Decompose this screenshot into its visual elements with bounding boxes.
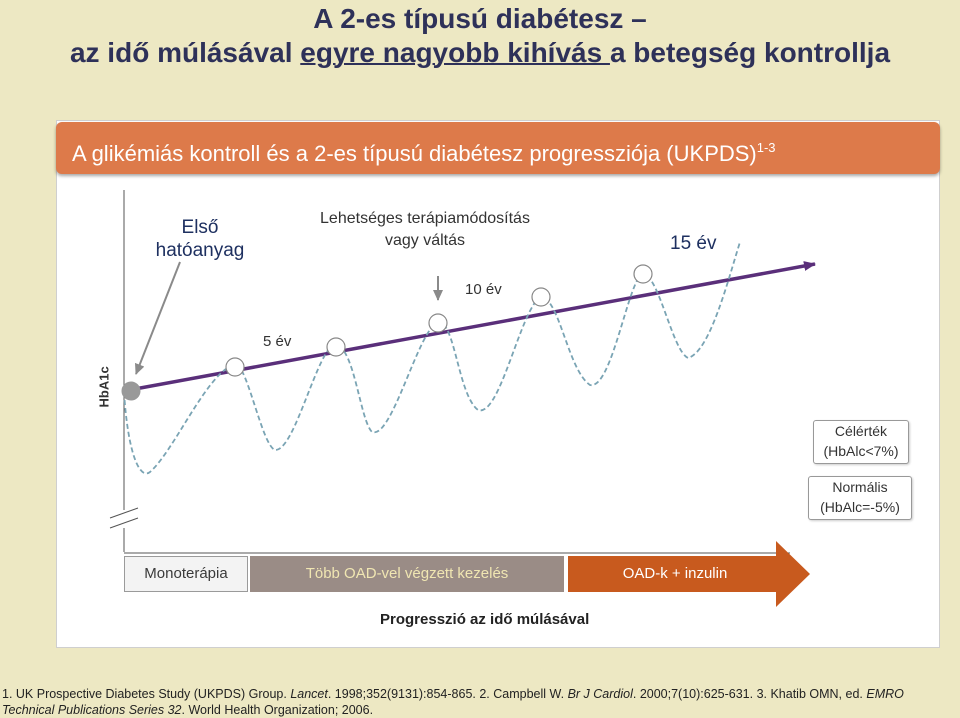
axis-break-mark-2	[109, 517, 139, 529]
first-drug-pointer	[135, 261, 181, 375]
change-marker	[428, 313, 448, 333]
therapy-change-label: Lehetséges terápiamódosítás vagy váltás	[320, 210, 530, 249]
year-15-label: 15 év	[670, 233, 717, 254]
change-marker	[633, 264, 653, 284]
oad-insulin-arrow	[568, 541, 810, 607]
change-marker	[326, 337, 346, 357]
first-drug-marker	[121, 381, 141, 401]
year-5-label: 5 év	[263, 333, 292, 350]
diagram-banner: A glikémiás kontroll és a 2-es típusú di…	[56, 122, 940, 174]
references: 1. UK Prospective Diabetes Study (UKPDS)…	[2, 687, 904, 717]
slide-title-line2: az idő múlásával egyre nagyobb kihívás a…	[69, 37, 891, 68]
first-drug-label: Első hatóanyag	[155, 217, 245, 261]
slide-title-line1: A 2-es típusú diabétesz –	[313, 3, 647, 34]
change-marker	[531, 287, 551, 307]
x-axis-label: Progresszió az idő múlásával	[380, 611, 590, 628]
oad-insulin-label: OAD-k + inzulin	[622, 565, 728, 582]
change-marker	[225, 357, 245, 377]
target-value-box: Célérték (HbAlc<7%)	[813, 420, 909, 464]
monotherapy-segment: Monoterápia	[124, 556, 248, 592]
multi-oad-segment: Több OAD-vel végzett kezelés	[250, 556, 564, 592]
y-axis-label: HbA1c	[96, 366, 112, 408]
axis-break-mark-1	[109, 507, 139, 519]
normal-value-box: Normális (HbAlc=-5%)	[808, 476, 912, 520]
year-10-label: 10 év	[465, 281, 502, 298]
